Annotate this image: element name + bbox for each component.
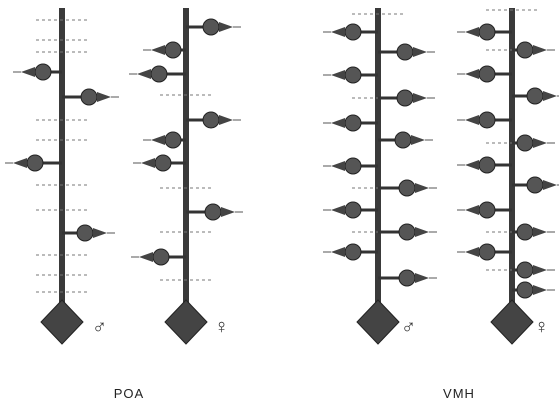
spine-tip [97,92,111,102]
spine-tip [151,45,165,55]
spine-head [345,24,361,40]
spine-tip [13,158,27,168]
male-symbol: ♂ [401,316,416,338]
figure: ♂ ♀ ♂ ♀ POA VMH [0,0,559,412]
spine-head [517,262,533,278]
spine-head [27,155,43,171]
spine-head [397,90,413,106]
spine-head [527,177,543,193]
spine-tip [465,27,479,37]
spine-head [165,132,181,148]
spine-tip [465,247,479,257]
spine-head [77,225,93,241]
spine-head [81,89,97,105]
spine-tip [415,273,429,283]
spine-head [517,282,533,298]
spine-head [153,249,169,265]
spine-tip [533,45,547,55]
spine-tip [219,22,233,32]
dendrite-shaft [509,8,515,308]
spine-tip [415,227,429,237]
spine-head [479,202,495,218]
spine-head [479,157,495,173]
spine-head [345,158,361,174]
spine-tip [21,67,35,77]
spine-head [479,66,495,82]
spine-head [345,202,361,218]
spine-tip [413,47,427,57]
spine-head [399,270,415,286]
spine-tip [331,27,345,37]
spine-tip [151,135,165,145]
spine-tip [221,207,235,217]
spine-head [397,44,413,60]
male-symbol: ♂ [92,316,107,338]
female-symbol: ♀ [214,316,229,338]
spine-head [479,112,495,128]
spine-head [345,67,361,83]
spine-head [479,24,495,40]
spine-tip [139,252,153,262]
spine-head [527,88,543,104]
dendrites [5,8,559,344]
spine-tip [413,93,427,103]
spine-tip [465,115,479,125]
spine-head [399,224,415,240]
spine-tip [331,70,345,80]
spine-head [517,224,533,240]
spine-tip [331,118,345,128]
spine-tip [465,205,479,215]
spine-head [205,204,221,220]
spine-head [155,155,171,171]
soma [491,300,533,344]
spine-tip [137,69,151,79]
spine-tip [93,228,107,238]
spine-head [203,19,219,35]
spine-tip [465,69,479,79]
panel-label: POA [114,386,144,401]
spine-head [203,112,219,128]
spine-head [345,244,361,260]
female-symbol: ♀ [534,316,549,338]
spine-tip [543,180,557,190]
spine-tip [533,138,547,148]
spine-tip [543,91,557,101]
spine-head [345,115,361,131]
spine-tip [533,285,547,295]
spine-tip [411,135,425,145]
spine-tip [331,205,345,215]
soma [165,300,207,344]
spine-tip [141,158,155,168]
spine-head [151,66,167,82]
spine-tip [465,160,479,170]
dendrite-shaft [183,8,189,308]
spine-tip [331,247,345,257]
spine-head [517,135,533,151]
soma [41,300,83,344]
spine-head [395,132,411,148]
spine-tip [219,115,233,125]
spine-tip [533,227,547,237]
spine-head [479,244,495,260]
spine-tip [331,161,345,171]
spine-head [35,64,51,80]
dendrite-shaft [59,8,65,308]
spine-tip [533,265,547,275]
soma [357,300,399,344]
panel-label: VMH [443,386,475,401]
spine-head [165,42,181,58]
spine-head [399,180,415,196]
spine-head [517,42,533,58]
spine-tip [415,183,429,193]
